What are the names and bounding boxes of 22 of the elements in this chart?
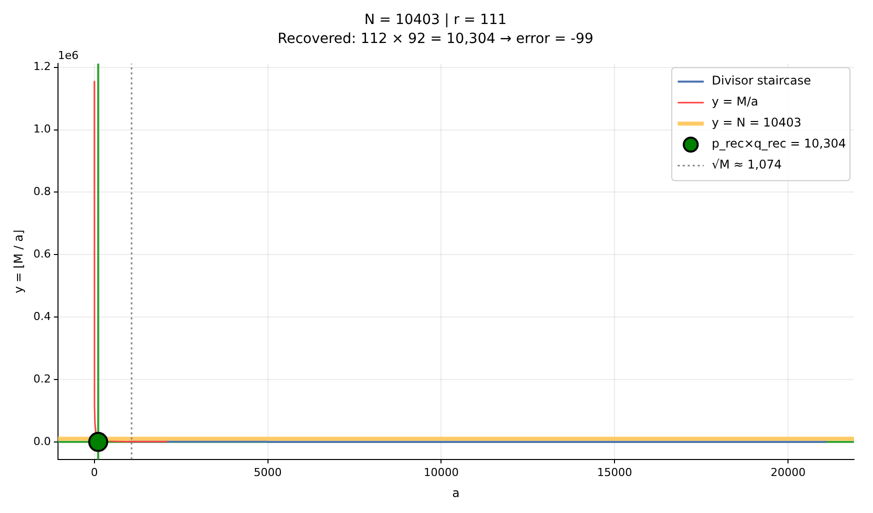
- text: 1e6: [58, 48, 79, 62]
- x-tick-label: 5000: [254, 466, 282, 479]
- x-tick-label: 15000: [597, 466, 632, 479]
- legend-label: √M ≈ 1,074: [712, 158, 782, 172]
- x-tick-label: 10000: [424, 466, 459, 479]
- legend-label: y = N = 10403: [712, 116, 802, 130]
- legend-label: p_rec×q_rec = 10,304: [712, 136, 846, 151]
- legend-label: Divisor staircase: [712, 74, 812, 88]
- chart-subtitle: Recovered: 112 × 92 = 10,304 → error = -99: [278, 30, 594, 47]
- y-axis-title: y = ⌊M / a⌋: [11, 230, 26, 294]
- y-tick-label: 0.4: [33, 310, 51, 323]
- x-axis-title: a: [452, 486, 460, 500]
- y-tick-label: 1.2: [33, 60, 51, 74]
- y-tick-label: 0.6: [33, 247, 51, 260]
- y-tick-label: 0.0: [33, 434, 51, 448]
- y-tick-label: 0.8: [33, 185, 51, 198]
- y-tick-label: 0.2: [33, 372, 51, 386]
- legend-label: y = M/a: [712, 94, 758, 109]
- y-tick-label: 1.0: [33, 122, 51, 136]
- x-tick-label: 20000: [770, 466, 806, 479]
- chart-title: N = 10403 | r = 111: [364, 12, 507, 28]
- x-tick-label: 0: [90, 466, 98, 479]
